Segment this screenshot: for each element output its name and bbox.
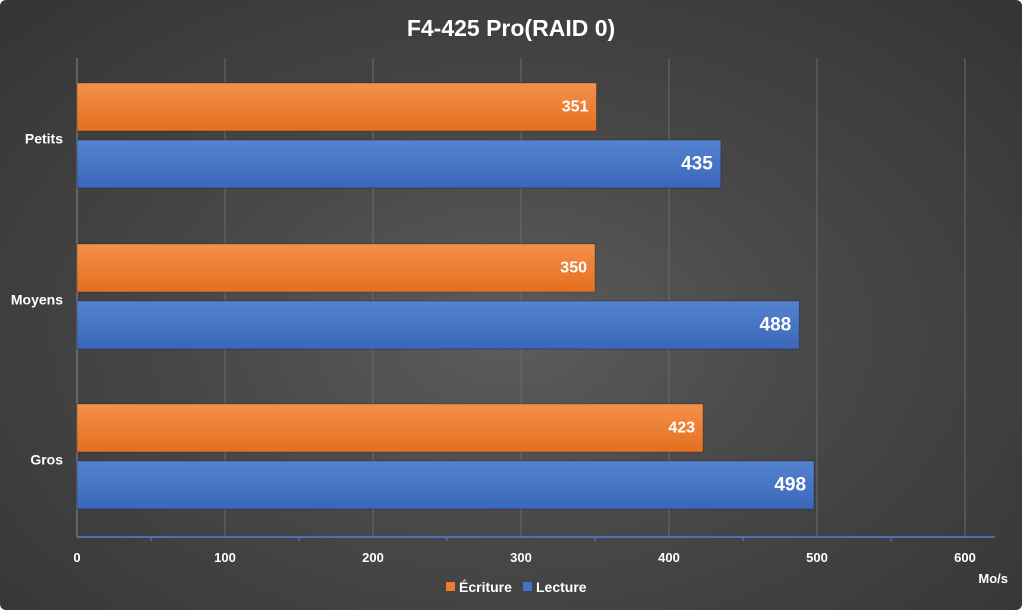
data-label: 350 — [560, 260, 587, 277]
y-category-label: Petits — [25, 131, 63, 147]
y-category-label: Moyens — [11, 292, 63, 308]
x-tick-label: 100 — [214, 550, 236, 565]
x-tick-label: 300 — [510, 550, 532, 565]
bar-ecriture — [76, 403, 704, 453]
x-tick-label: 400 — [658, 550, 680, 565]
y-category-label: Gros — [30, 452, 63, 468]
data-label: 351 — [562, 99, 589, 116]
x-tick-label: 600 — [954, 550, 976, 565]
bar-lecture — [76, 139, 722, 189]
chart-title: F4-425 Pro(RAID 0) — [407, 15, 615, 41]
legend-swatch-lecture — [523, 582, 532, 591]
data-label: 488 — [760, 315, 792, 336]
legend-swatch-ecriture — [446, 582, 455, 591]
bar-lecture — [76, 300, 800, 350]
x-axis-unit-label: Mo/s — [978, 571, 1008, 586]
data-label: 498 — [774, 475, 806, 496]
x-tick-label: 500 — [806, 550, 828, 565]
x-tick-label: 200 — [362, 550, 384, 565]
bar-ecriture — [76, 82, 597, 132]
x-tick-label: 0 — [73, 550, 80, 565]
bars: 351 435 350 488 423 498 — [76, 82, 815, 510]
bar-ecriture — [76, 243, 596, 293]
legend: Écriture Lecture — [446, 579, 587, 595]
bar-lecture — [76, 460, 815, 510]
data-label: 435 — [681, 154, 713, 175]
axes: 0 100 200 300 400 500 600 Petits Moyens Gros — [11, 58, 995, 565]
data-label: 423 — [668, 420, 695, 437]
legend-label-ecriture: Écriture — [459, 579, 512, 595]
legend-label-lecture: Lecture — [536, 579, 587, 595]
gridlines — [224, 58, 966, 537]
